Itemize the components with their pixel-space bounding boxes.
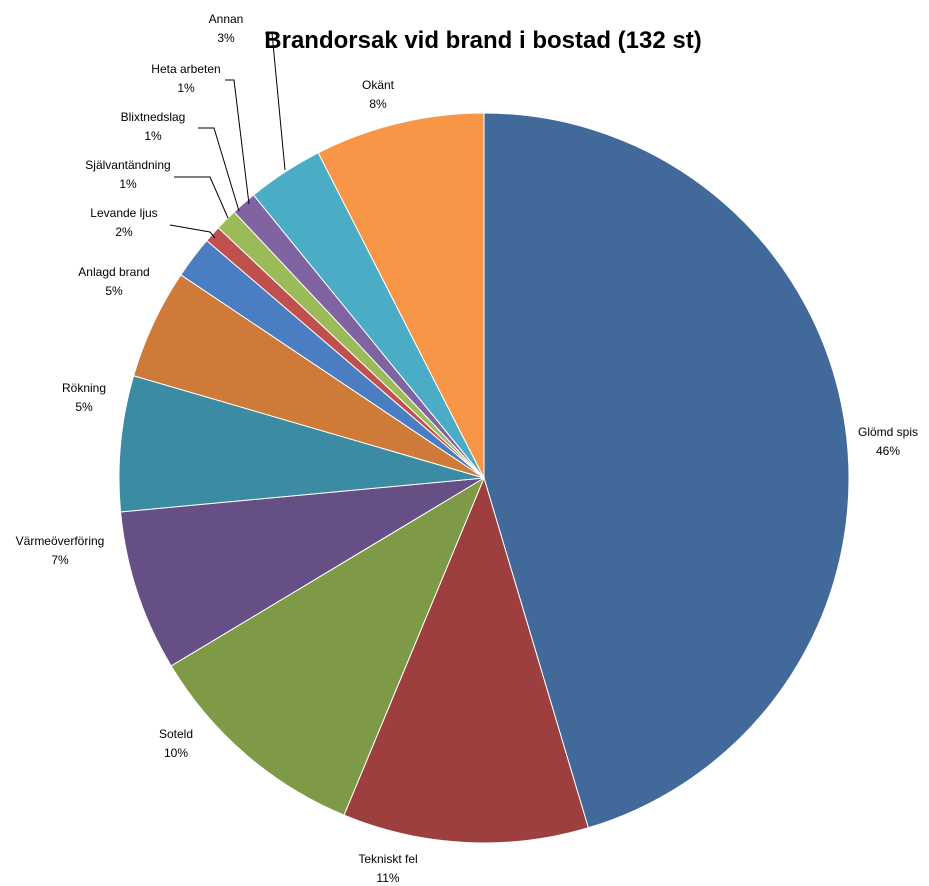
slice-label-soteld: Soteld — [159, 727, 193, 741]
slice-value-heta-arbeten: 1% — [177, 81, 195, 95]
leader-line-annan — [265, 32, 286, 171]
slice-label-tekniskt-fel: Tekniskt fel — [358, 852, 417, 866]
slice-label-varmeoverforing: Värmeöverföring — [16, 534, 105, 548]
slice-value-soteld: 10% — [164, 746, 188, 760]
slice-label-blixtnedslag: Blixtnedslag — [121, 110, 186, 124]
slice-labels: Glömd spis 46% Tekniskt fel 11% Soteld 10% Vär… — [16, 12, 918, 885]
leader-lines — [169, 32, 286, 239]
slice-label-glomd-spis: Glömd spis — [858, 425, 918, 439]
slice-label-levande-ljus: Levande ljus — [90, 206, 157, 220]
slice-value-okant: 8% — [369, 97, 387, 111]
slice-label-rokning: Rökning — [62, 381, 106, 395]
leader-line-heta-arbeten — [225, 79, 250, 205]
slice-label-sjalvantandning: Självantändning — [85, 158, 170, 172]
slice-label-annan: Annan — [209, 12, 244, 26]
leader-line-blixtnedslag — [198, 127, 240, 212]
slice-value-blixtnedslag: 1% — [144, 129, 162, 143]
pie-slice-soteld — [170, 476, 486, 816]
pie-slice-varmeoverforing — [120, 477, 485, 667]
slice-value-rokning: 5% — [75, 400, 93, 414]
pie-slices — [118, 112, 850, 844]
leader-line-levande-ljus — [169, 224, 216, 239]
chart-title: Brandorsak vid brand i bostad (132 st) — [264, 27, 701, 54]
leader-line-sjalvantandning — [174, 176, 229, 219]
slice-value-sjalvantandning: 1% — [119, 177, 137, 191]
slice-label-heta-arbeten: Heta arbeten — [151, 62, 220, 76]
pie-slice-rokning — [118, 375, 485, 513]
slice-value-anlagd-brand: 5% — [105, 284, 123, 298]
slice-value-tekniskt-fel: 11% — [376, 871, 399, 885]
slice-label-okant: Okänt — [362, 78, 395, 92]
slice-value-levande-ljus: 2% — [115, 225, 133, 239]
slice-value-annan: 3% — [217, 31, 235, 45]
slice-value-varmeoverforing: 7% — [51, 553, 69, 567]
pie-slice-okant — [317, 112, 485, 479]
pie-slice-tekniskt-fel — [343, 476, 589, 844]
slice-label-anlagd-brand: Anlagd brand — [78, 265, 149, 279]
slice-value-glomd-spis: 46% — [876, 444, 900, 458]
pie-slice-glomd-spis — [483, 112, 850, 829]
